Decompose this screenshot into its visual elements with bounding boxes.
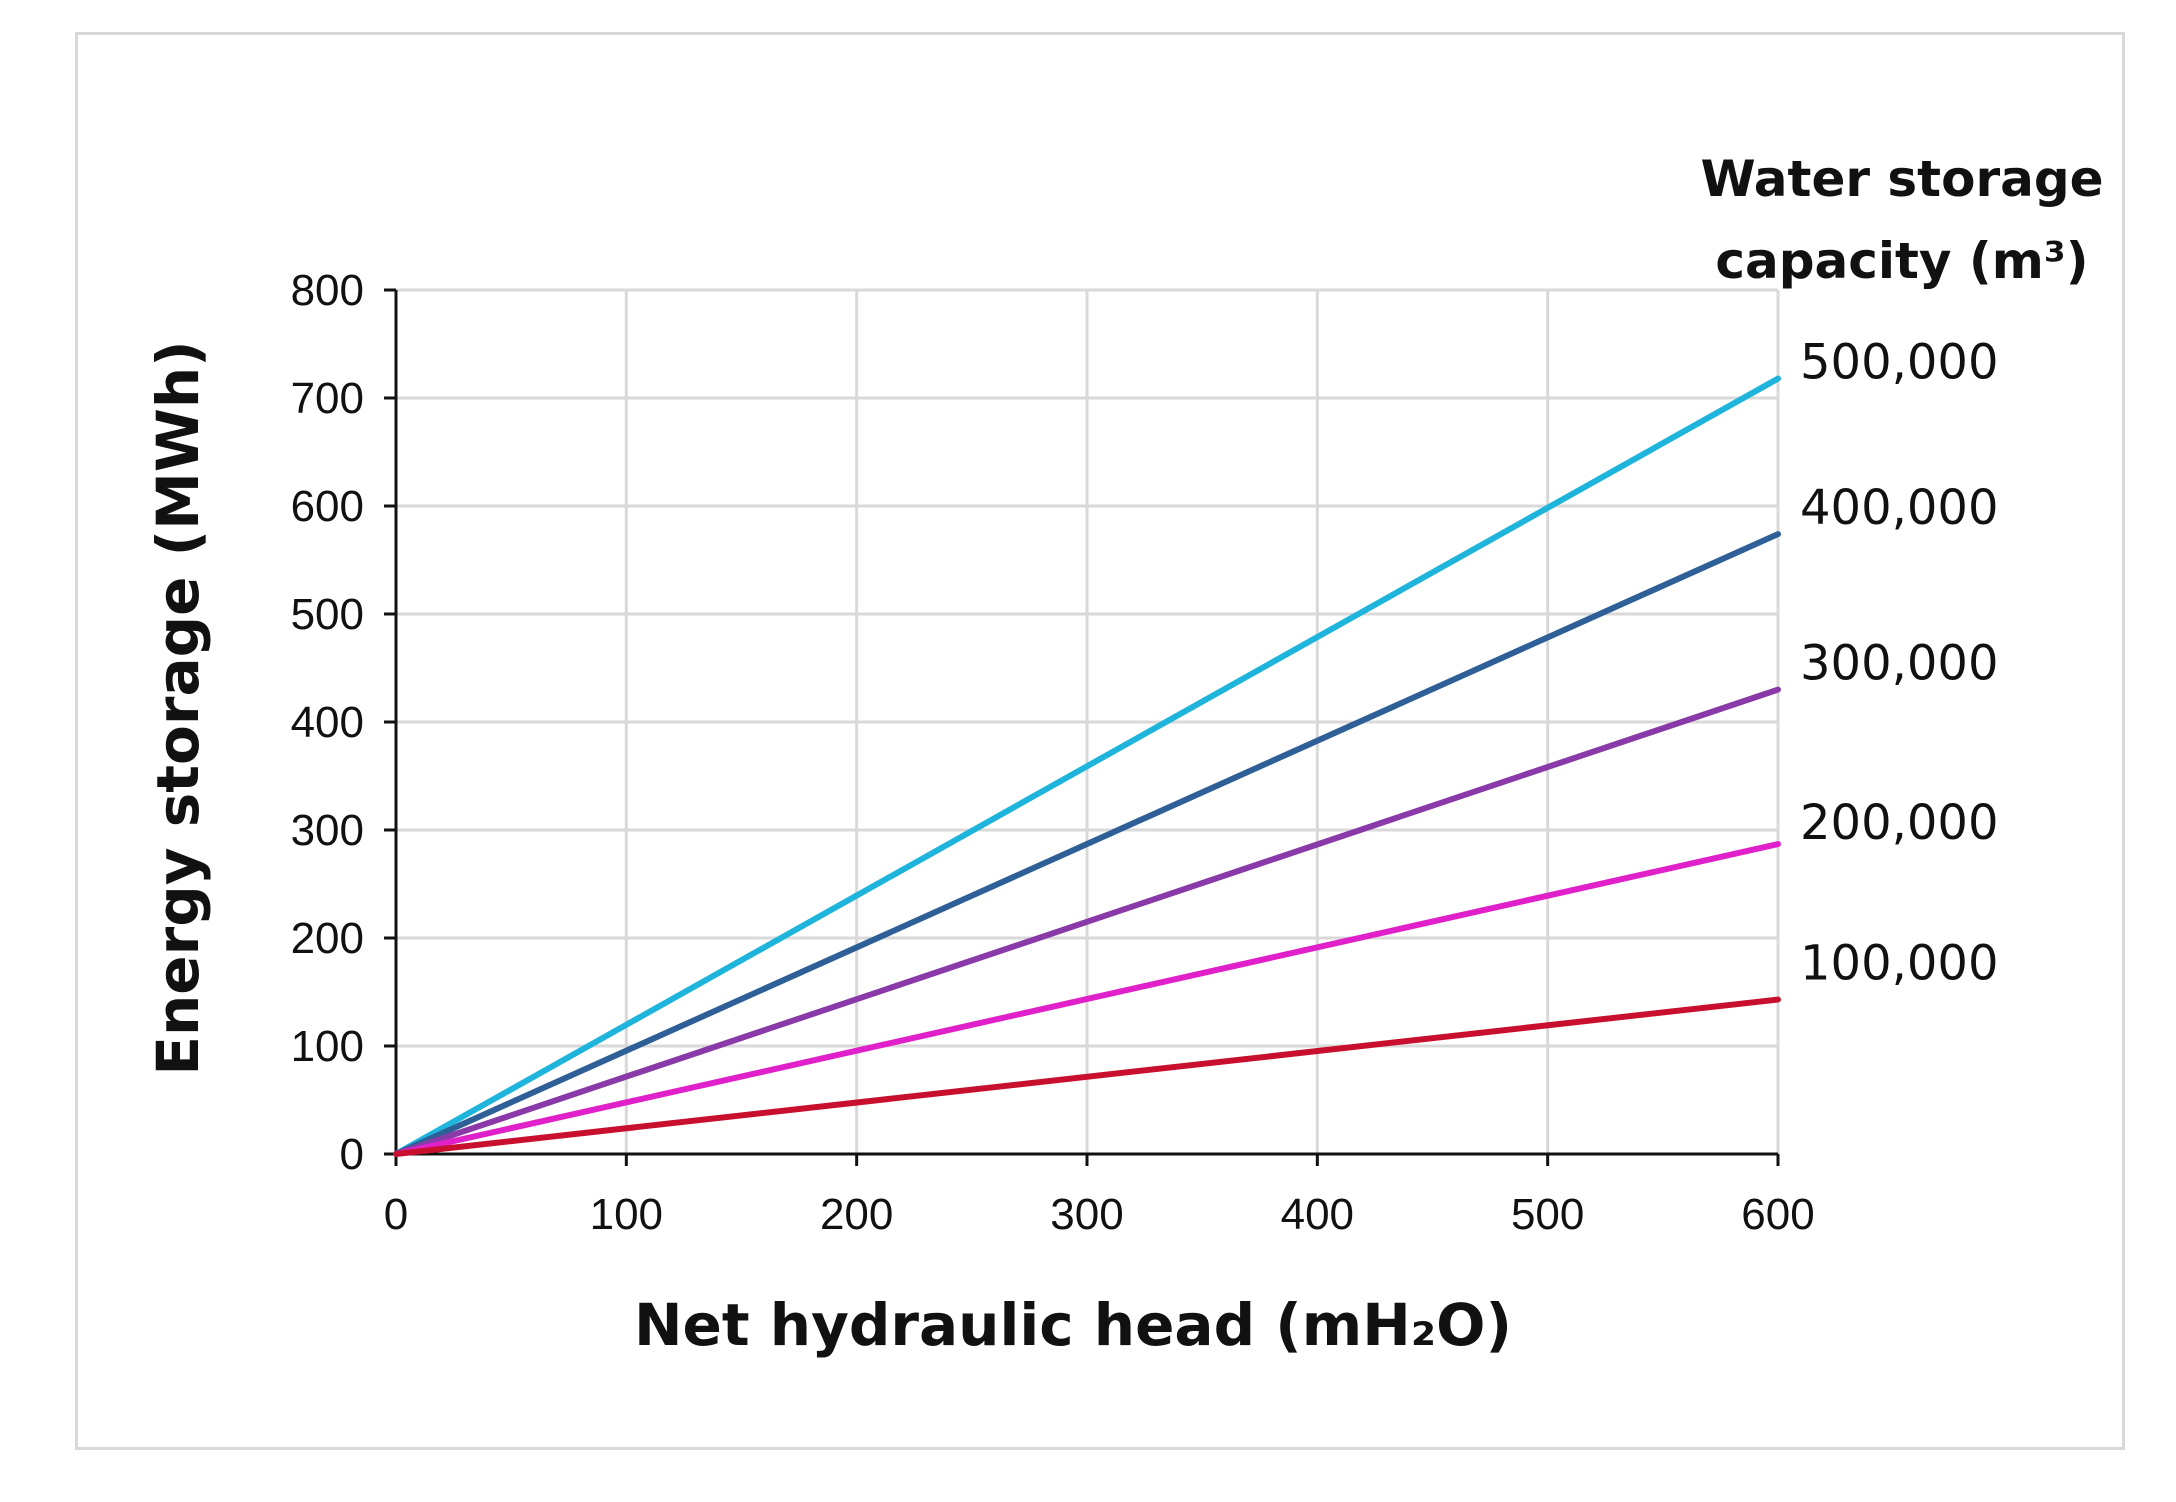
series-label-500000: 500,000 — [1800, 335, 1999, 391]
x-tick-labels: 0 100 200 300 400 500 600 — [384, 1190, 1815, 1239]
legend-title-line1: Water storage — [1700, 150, 2103, 208]
y-tick-label: 600 — [291, 482, 364, 531]
series-lines — [393, 375, 1781, 1157]
x-tick-label: 0 — [384, 1190, 408, 1239]
series-labels: 500,000 400,000 300,000 200,000 100,000 — [1800, 335, 1999, 992]
x-tick-label: 100 — [590, 1190, 663, 1239]
x-axis-title: Net hydraulic head (mH₂O) — [634, 1291, 1512, 1359]
series-line-200000 — [393, 841, 1781, 1157]
y-tick-label: 300 — [291, 806, 364, 855]
y-tick-label: 400 — [291, 698, 364, 747]
y-tick-label: 100 — [291, 1022, 364, 1071]
series-line-500000 — [393, 375, 1781, 1157]
y-axis-title: Energy storage (MWh) — [144, 340, 212, 1075]
y-tick-label: 500 — [291, 590, 364, 639]
x-tick-label: 600 — [1741, 1190, 1814, 1239]
y-tick-label: 700 — [291, 374, 364, 423]
series-label-400000: 400,000 — [1800, 480, 1999, 536]
y-tick-label: 0 — [340, 1130, 364, 1179]
series-label-100000: 100,000 — [1800, 936, 1999, 992]
x-tick-label: 200 — [820, 1190, 893, 1239]
chart-frame — [75, 32, 2125, 1450]
axes — [384, 288, 1780, 1166]
y-tick-label: 200 — [291, 914, 364, 963]
y-tick-labels: 0 100 200 300 400 500 600 700 800 — [291, 266, 364, 1179]
series-label-300000: 300,000 — [1800, 636, 1999, 692]
x-tick-label: 500 — [1511, 1190, 1584, 1239]
series-line-400000 — [393, 531, 1781, 1157]
x-tick-label: 400 — [1281, 1190, 1354, 1239]
legend-title-line2: capacity (m³) — [1715, 232, 2088, 290]
y-tick-label: 800 — [291, 266, 364, 315]
series-line-300000 — [393, 686, 1781, 1157]
series-label-200000: 200,000 — [1800, 795, 1999, 851]
series-line-100000 — [393, 996, 1781, 1157]
x-tick-label: 300 — [1050, 1190, 1123, 1239]
